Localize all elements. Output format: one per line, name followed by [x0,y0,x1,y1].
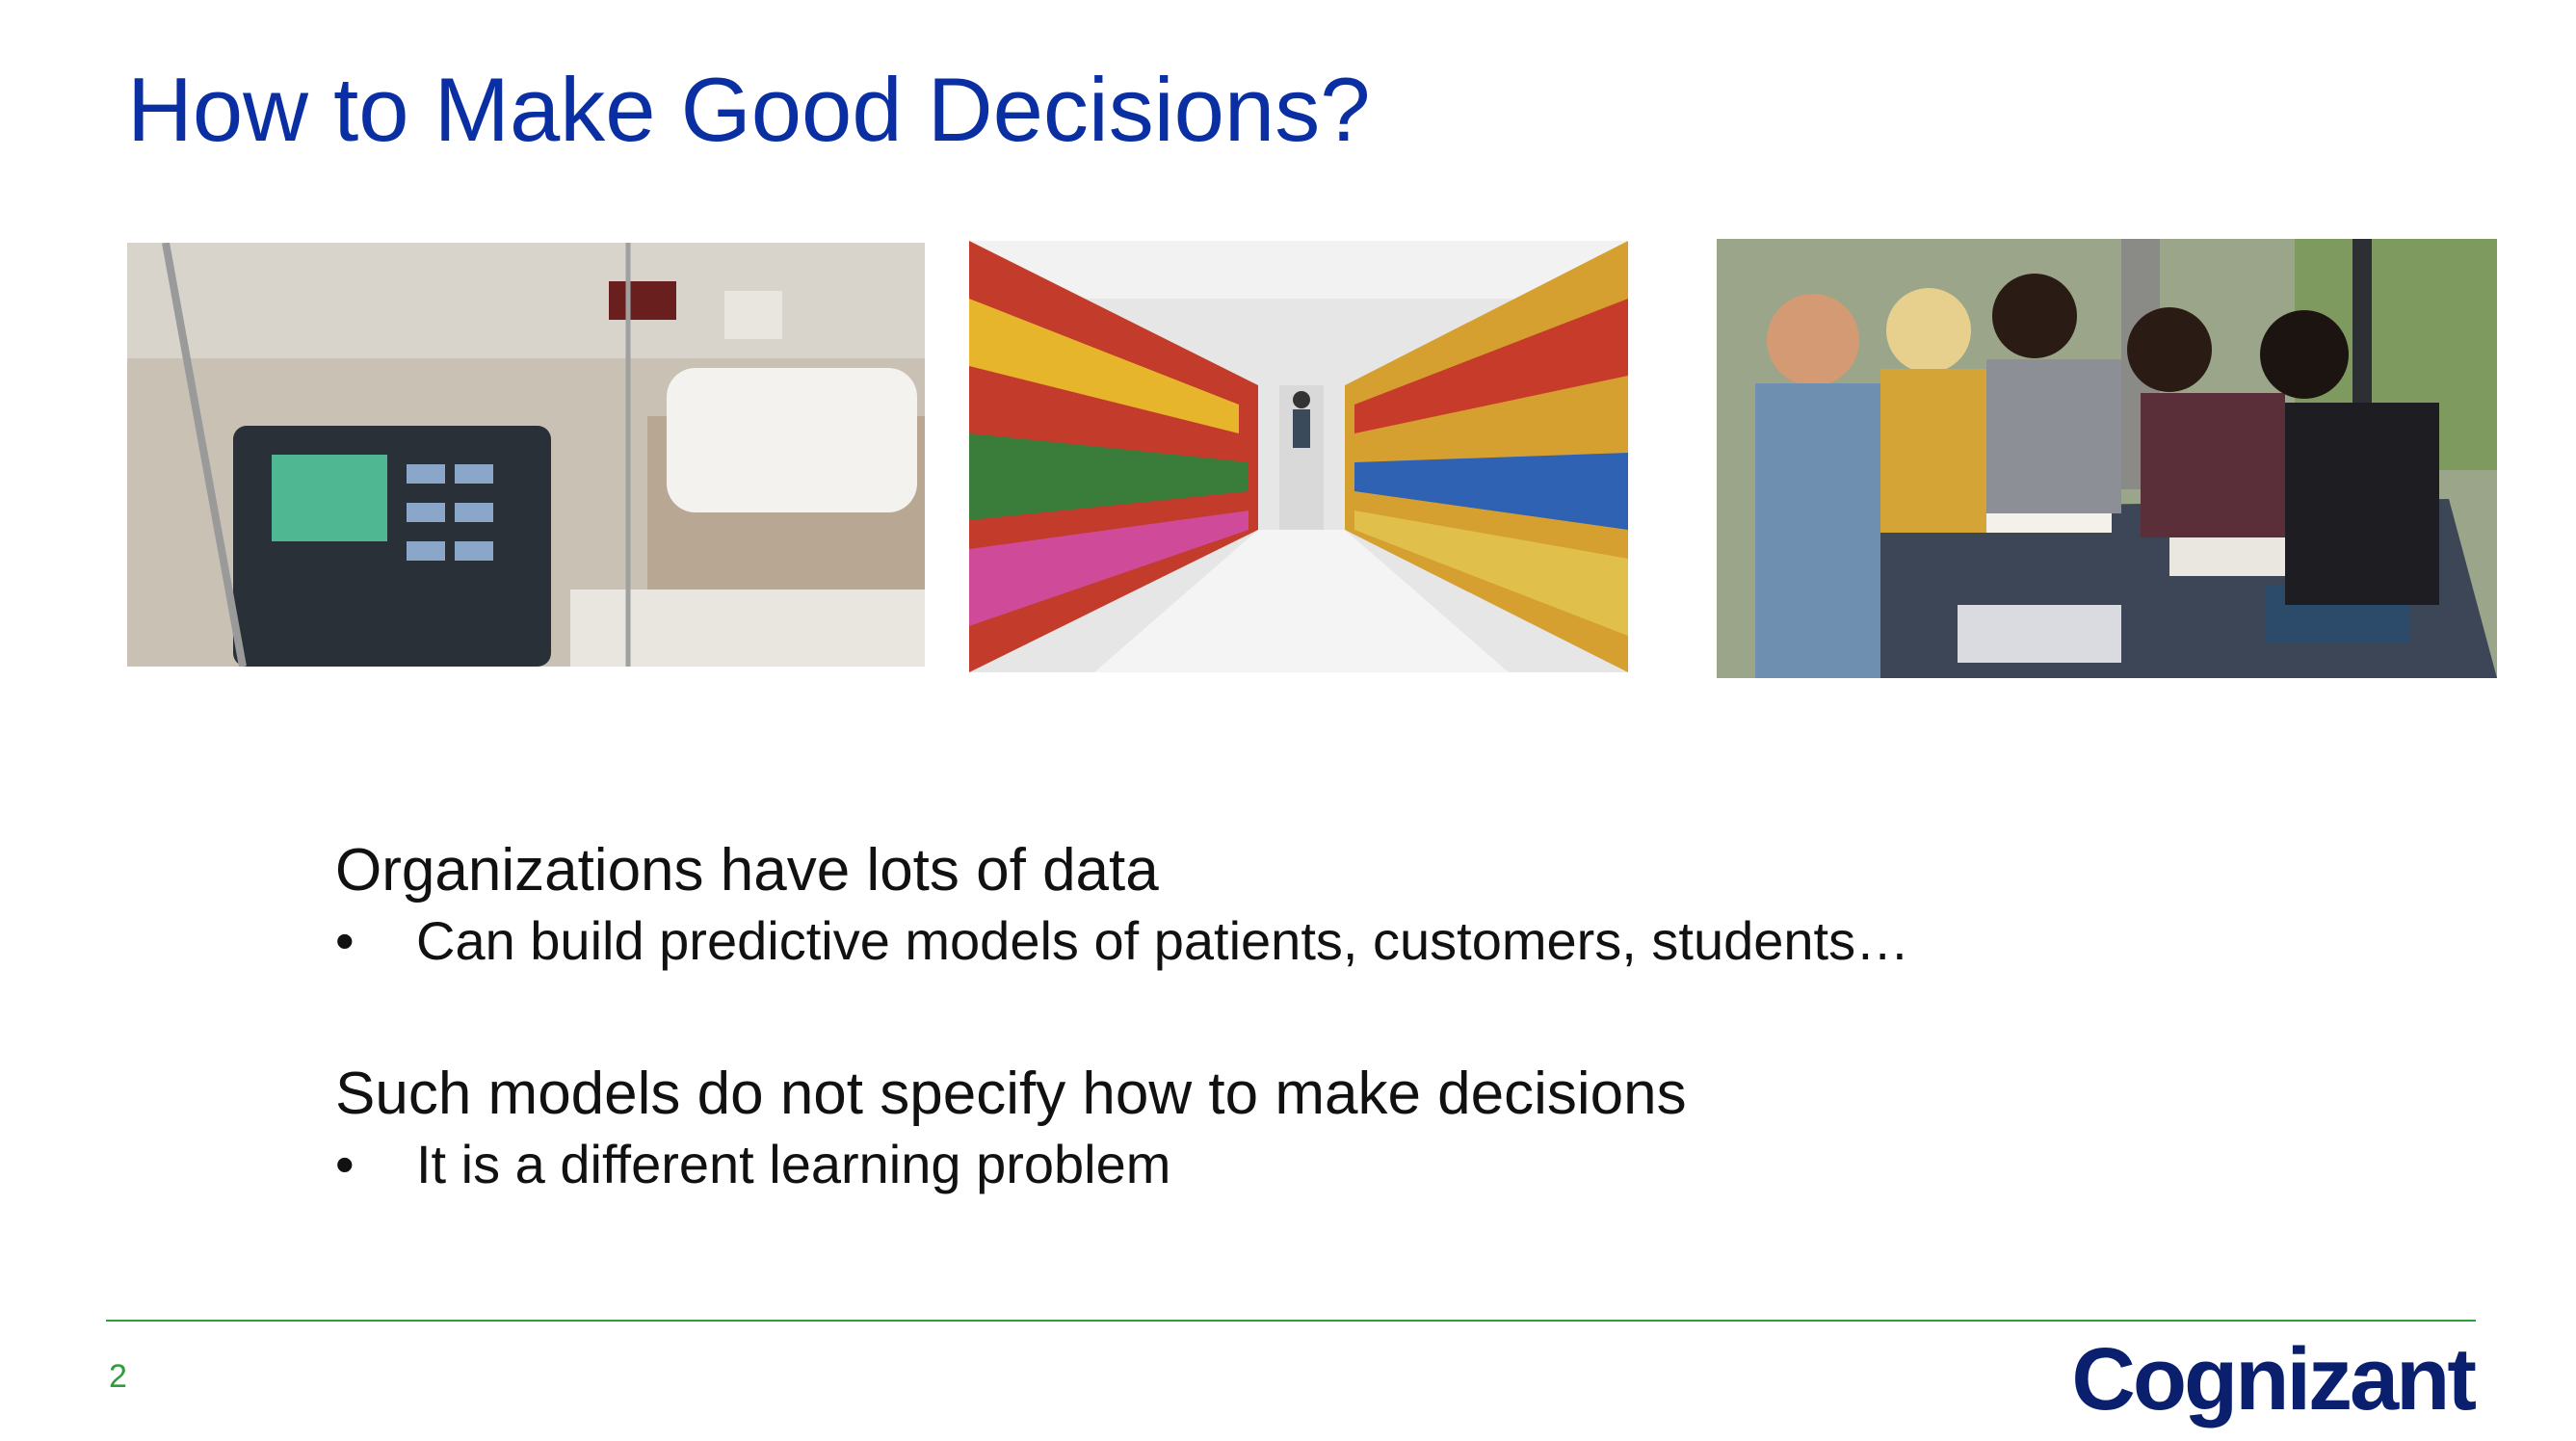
point-bullet: • Can build predictive models of patient… [335,908,1909,973]
bullet-dot-icon: • [335,1134,355,1195]
point-1: Organizations have lots of data • Can bu… [335,836,1909,973]
hospital-photo [127,243,925,667]
bullet-dot-icon: • [335,910,355,972]
page-number: 2 [109,1358,127,1395]
bullet-text: Can build predictive models of patients,… [416,910,1910,972]
supermarket-photo [969,241,1628,672]
point-heading: Organizations have lots of data [335,837,1159,904]
point-2: Such models do not specify how to make d… [335,1060,1687,1196]
slide-title: How to Make Good Decisions? [127,59,1371,160]
company-logo: Cognizant [2071,1330,2477,1428]
footer-divider [106,1320,2476,1322]
bullet-text: It is a different learning problem [416,1134,1171,1195]
point-bullet: • It is a different learning problem [335,1132,1687,1196]
students-photo [1717,239,2497,678]
point-heading: Such models do not specify how to make d… [335,1061,1687,1127]
